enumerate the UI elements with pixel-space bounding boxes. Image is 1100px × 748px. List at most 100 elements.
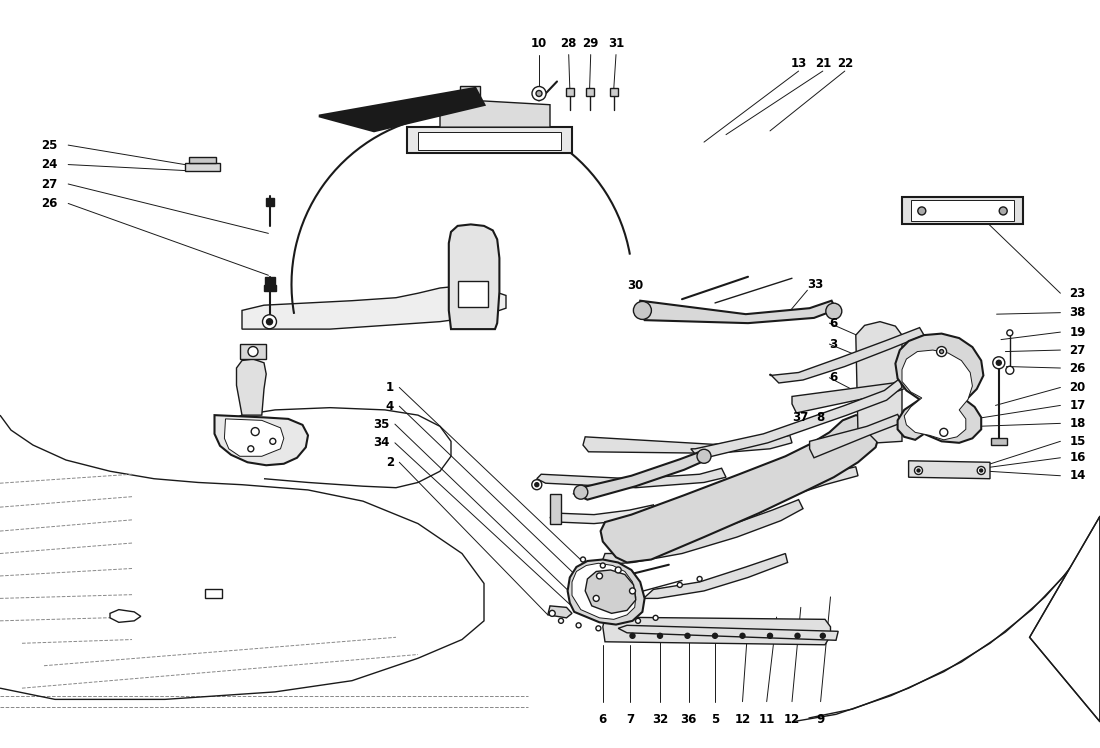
Text: 12: 12 bbox=[784, 713, 800, 726]
Polygon shape bbox=[603, 500, 803, 564]
Text: 15: 15 bbox=[1069, 435, 1086, 448]
Polygon shape bbox=[618, 625, 838, 640]
Text: 5: 5 bbox=[711, 713, 719, 726]
Circle shape bbox=[653, 616, 658, 620]
Polygon shape bbox=[537, 468, 726, 488]
Circle shape bbox=[574, 485, 587, 499]
Polygon shape bbox=[264, 277, 275, 285]
Circle shape bbox=[914, 467, 923, 474]
Circle shape bbox=[535, 482, 539, 487]
Polygon shape bbox=[856, 322, 902, 443]
Polygon shape bbox=[909, 461, 990, 479]
Text: 26: 26 bbox=[41, 197, 57, 210]
Circle shape bbox=[634, 301, 651, 319]
Circle shape bbox=[939, 429, 948, 436]
Text: 23: 23 bbox=[1069, 286, 1086, 300]
Circle shape bbox=[795, 634, 800, 638]
Circle shape bbox=[993, 357, 1004, 369]
Text: 10: 10 bbox=[531, 37, 547, 50]
Circle shape bbox=[768, 634, 772, 638]
Circle shape bbox=[917, 469, 920, 472]
Circle shape bbox=[615, 567, 622, 573]
Text: 1: 1 bbox=[386, 381, 394, 394]
Text: 8: 8 bbox=[816, 411, 825, 424]
Polygon shape bbox=[770, 328, 924, 383]
Circle shape bbox=[596, 626, 601, 631]
Polygon shape bbox=[895, 334, 983, 443]
Circle shape bbox=[740, 634, 745, 638]
Circle shape bbox=[997, 361, 1001, 365]
Text: 6: 6 bbox=[829, 371, 838, 384]
Circle shape bbox=[977, 467, 986, 474]
Polygon shape bbox=[550, 505, 656, 524]
Text: 6: 6 bbox=[829, 316, 838, 330]
Text: 34: 34 bbox=[373, 436, 389, 450]
Text: 13: 13 bbox=[791, 57, 806, 70]
Polygon shape bbox=[189, 157, 216, 163]
Polygon shape bbox=[185, 163, 220, 171]
Polygon shape bbox=[265, 198, 274, 206]
Circle shape bbox=[576, 623, 581, 628]
Circle shape bbox=[697, 450, 711, 463]
Circle shape bbox=[713, 634, 717, 638]
Text: 29: 29 bbox=[583, 37, 598, 50]
Text: 26: 26 bbox=[1069, 361, 1086, 375]
Polygon shape bbox=[1030, 516, 1100, 722]
Polygon shape bbox=[214, 415, 308, 465]
Text: 9: 9 bbox=[816, 713, 825, 726]
Polygon shape bbox=[264, 285, 275, 291]
Circle shape bbox=[248, 346, 258, 357]
Text: 28: 28 bbox=[561, 37, 576, 50]
Polygon shape bbox=[548, 606, 572, 618]
Circle shape bbox=[999, 207, 1008, 215]
Text: 37: 37 bbox=[792, 411, 808, 424]
Polygon shape bbox=[205, 589, 222, 598]
Circle shape bbox=[532, 87, 546, 100]
Circle shape bbox=[678, 583, 682, 587]
Circle shape bbox=[636, 619, 640, 623]
Polygon shape bbox=[616, 467, 858, 560]
Text: 3: 3 bbox=[829, 337, 837, 351]
Polygon shape bbox=[603, 617, 830, 645]
Polygon shape bbox=[449, 224, 499, 329]
Circle shape bbox=[936, 346, 947, 357]
Polygon shape bbox=[574, 451, 706, 500]
Polygon shape bbox=[691, 378, 902, 459]
Polygon shape bbox=[550, 494, 561, 524]
Circle shape bbox=[1005, 367, 1014, 374]
Polygon shape bbox=[583, 435, 792, 453]
Text: 27: 27 bbox=[41, 177, 57, 191]
Circle shape bbox=[266, 319, 273, 325]
Circle shape bbox=[531, 479, 542, 490]
Polygon shape bbox=[572, 563, 636, 619]
Circle shape bbox=[917, 207, 926, 215]
Circle shape bbox=[939, 349, 944, 354]
Text: 30: 30 bbox=[627, 279, 644, 292]
Circle shape bbox=[629, 588, 636, 594]
Polygon shape bbox=[460, 86, 480, 101]
Text: 38: 38 bbox=[1069, 306, 1086, 319]
Polygon shape bbox=[458, 280, 488, 307]
Circle shape bbox=[826, 303, 842, 319]
Polygon shape bbox=[440, 101, 550, 127]
Circle shape bbox=[1006, 330, 1013, 336]
Text: 7: 7 bbox=[626, 713, 635, 726]
Polygon shape bbox=[638, 301, 836, 323]
Polygon shape bbox=[240, 344, 266, 359]
Polygon shape bbox=[585, 88, 594, 96]
Polygon shape bbox=[792, 374, 924, 413]
Polygon shape bbox=[319, 88, 484, 131]
Polygon shape bbox=[224, 419, 284, 456]
Polygon shape bbox=[902, 197, 1023, 224]
Text: 18: 18 bbox=[1069, 417, 1086, 430]
Text: 27: 27 bbox=[1069, 343, 1086, 357]
Polygon shape bbox=[601, 415, 880, 562]
Polygon shape bbox=[902, 350, 972, 440]
Circle shape bbox=[581, 557, 585, 562]
Text: 32: 32 bbox=[652, 713, 668, 726]
Polygon shape bbox=[991, 438, 1006, 445]
Circle shape bbox=[980, 469, 982, 472]
Text: 2: 2 bbox=[386, 456, 394, 469]
Polygon shape bbox=[585, 570, 636, 613]
Polygon shape bbox=[644, 554, 788, 598]
